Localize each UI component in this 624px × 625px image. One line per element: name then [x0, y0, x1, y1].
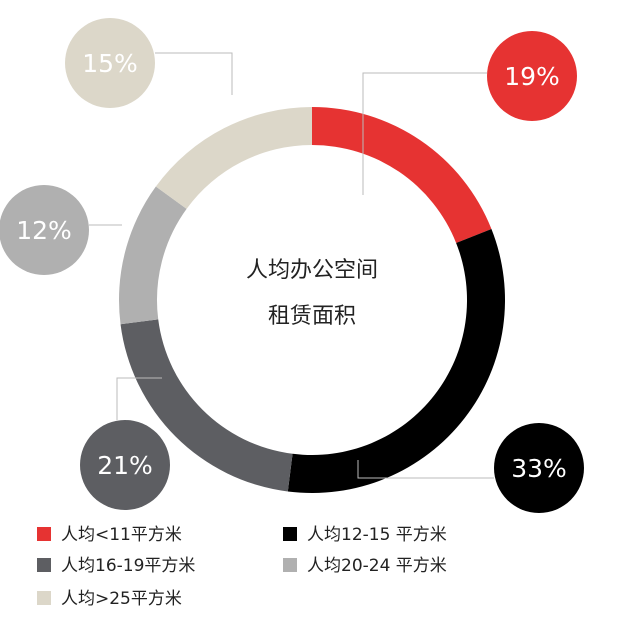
percent-bubble-2	[80, 420, 170, 510]
donut-slice-4	[155, 107, 312, 209]
leader-lines	[89, 52, 494, 479]
leader-line-0	[362, 72, 487, 195]
legend-label-4: 人均>25平方米	[61, 589, 182, 609]
leader-line-2	[116, 377, 162, 420]
percent-label-0: 19%	[504, 62, 560, 91]
legend-swatch-0	[37, 527, 51, 541]
center-label: 人均办公空间 租赁面积	[246, 258, 378, 329]
legend-swatch-2	[37, 558, 51, 572]
percent-label-1: 33%	[511, 454, 567, 483]
legend-label-0: 人均<11平方米	[61, 525, 182, 545]
leader-line-4	[155, 52, 233, 95]
percent-bubbles: 19% 33% 21% 12% 15%	[0, 18, 584, 513]
percent-bubble-0	[487, 31, 577, 121]
center-label-line-1: 人均办公空间	[246, 258, 378, 283]
percent-bubble-1	[494, 423, 584, 513]
percent-label-2: 21%	[97, 451, 153, 480]
percent-bubble-4	[65, 18, 155, 108]
legend-label-1: 人均12-15 平方米	[307, 525, 447, 545]
donut-ring	[119, 107, 505, 493]
percent-label-3: 12%	[16, 216, 72, 245]
donut-slice-1	[287, 228, 505, 493]
legend-label-3: 人均20-24 平方米	[307, 556, 447, 576]
legend-swatch-3	[283, 558, 297, 572]
donut-slice-3	[119, 186, 187, 325]
leader-line-1	[357, 460, 494, 479]
donut-slice-2	[120, 319, 293, 492]
legend-label-2: 人均16-19平方米	[61, 556, 195, 576]
legend-swatch-4	[37, 591, 51, 605]
percent-label-4: 15%	[82, 49, 138, 78]
donut-slice-0	[312, 107, 492, 243]
legend-swatch-1	[283, 527, 297, 541]
center-label-line-2: 租赁面积	[268, 304, 356, 329]
percent-bubble-3	[0, 185, 89, 275]
